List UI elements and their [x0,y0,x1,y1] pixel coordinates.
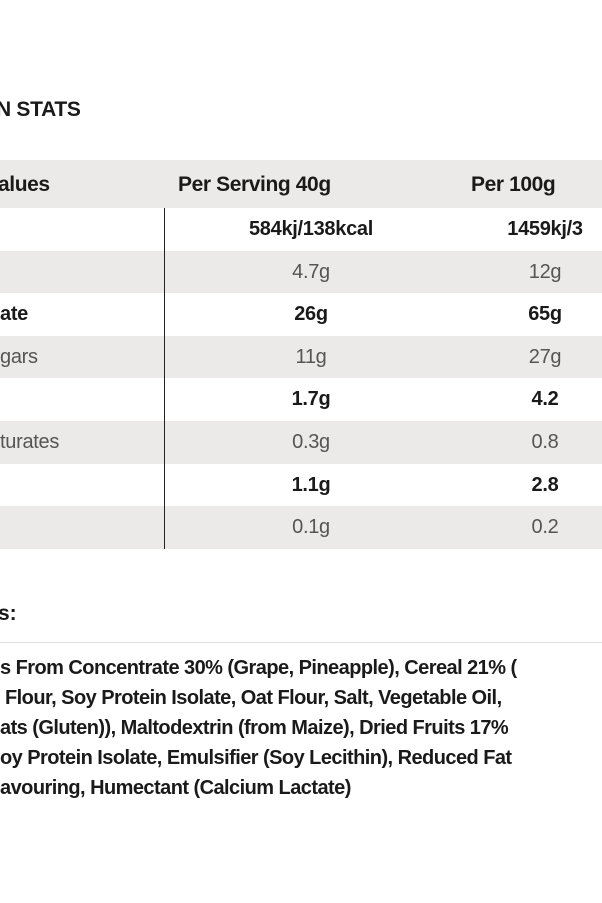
section-title: N STATS [0,98,81,121]
ingredients-heading: s: [0,602,17,625]
per-100g-value: 65g [528,303,562,326]
per-100g-value: 12g [528,260,562,283]
header-per-serving: Per Serving 40g [178,173,331,196]
per-serving-value: 1.7g [291,388,331,411]
per-serving-value: 0.1g [292,516,330,539]
table-row: 584kj/138kcal 1459kj/3 [0,208,602,251]
per-serving-value: 11g [295,345,327,368]
row-label: gars [0,345,38,368]
per-100g-value: 0.8 [531,431,559,453]
ingredients-line: ats (Gluten)), Maltodextrin (from Maize)… [0,717,509,739]
table-row: 0.1g 0.2 [0,506,602,549]
divider [0,642,602,643]
table-row: turates 0.3g 0.8 [0,421,602,464]
ingredients-line: avouring, Humectant (Calcium Lactate) [0,777,351,799]
header-values: alues [0,173,50,196]
per-100g-value: 4.2 [531,388,559,411]
table-row: 1.1g 2.8 [0,464,602,507]
per-100g-value: 2.8 [531,473,559,496]
header-per-100g: Per 100g [471,173,556,196]
column-divider [164,208,165,549]
table-row: ate 26g 65g [0,293,602,336]
table-header: alues Per Serving 40g Per 100g [0,160,602,208]
row-label: turates [0,431,60,453]
table-row: 4.7g 12g [0,250,602,294]
table-row: 1.7g 4.2 [0,378,602,421]
ingredients-line: Flour, Soy Protein Isolate, Oat Flour, S… [0,687,502,709]
table-row: gars 11g 27g [0,335,602,379]
ingredients-line: oy Protein Isolate, Emulsifier (Soy Leci… [0,747,512,769]
per-serving-value: 26g [294,303,328,326]
ingredients-line: s From Concentrate 30% (Grape, Pineapple… [0,657,517,679]
per-100g-value: 0.2 [531,516,559,539]
per-serving-value: 1.1g [291,473,331,496]
per-serving-value: 0.3g [292,431,330,453]
per-100g-value: 27g [528,345,562,368]
row-label: ate [0,303,29,326]
per-serving-value: 4.7g [292,260,330,283]
per-100g-value: 1459kj/3 [507,218,583,240]
per-serving-value: 584kj/138kcal [248,218,373,240]
